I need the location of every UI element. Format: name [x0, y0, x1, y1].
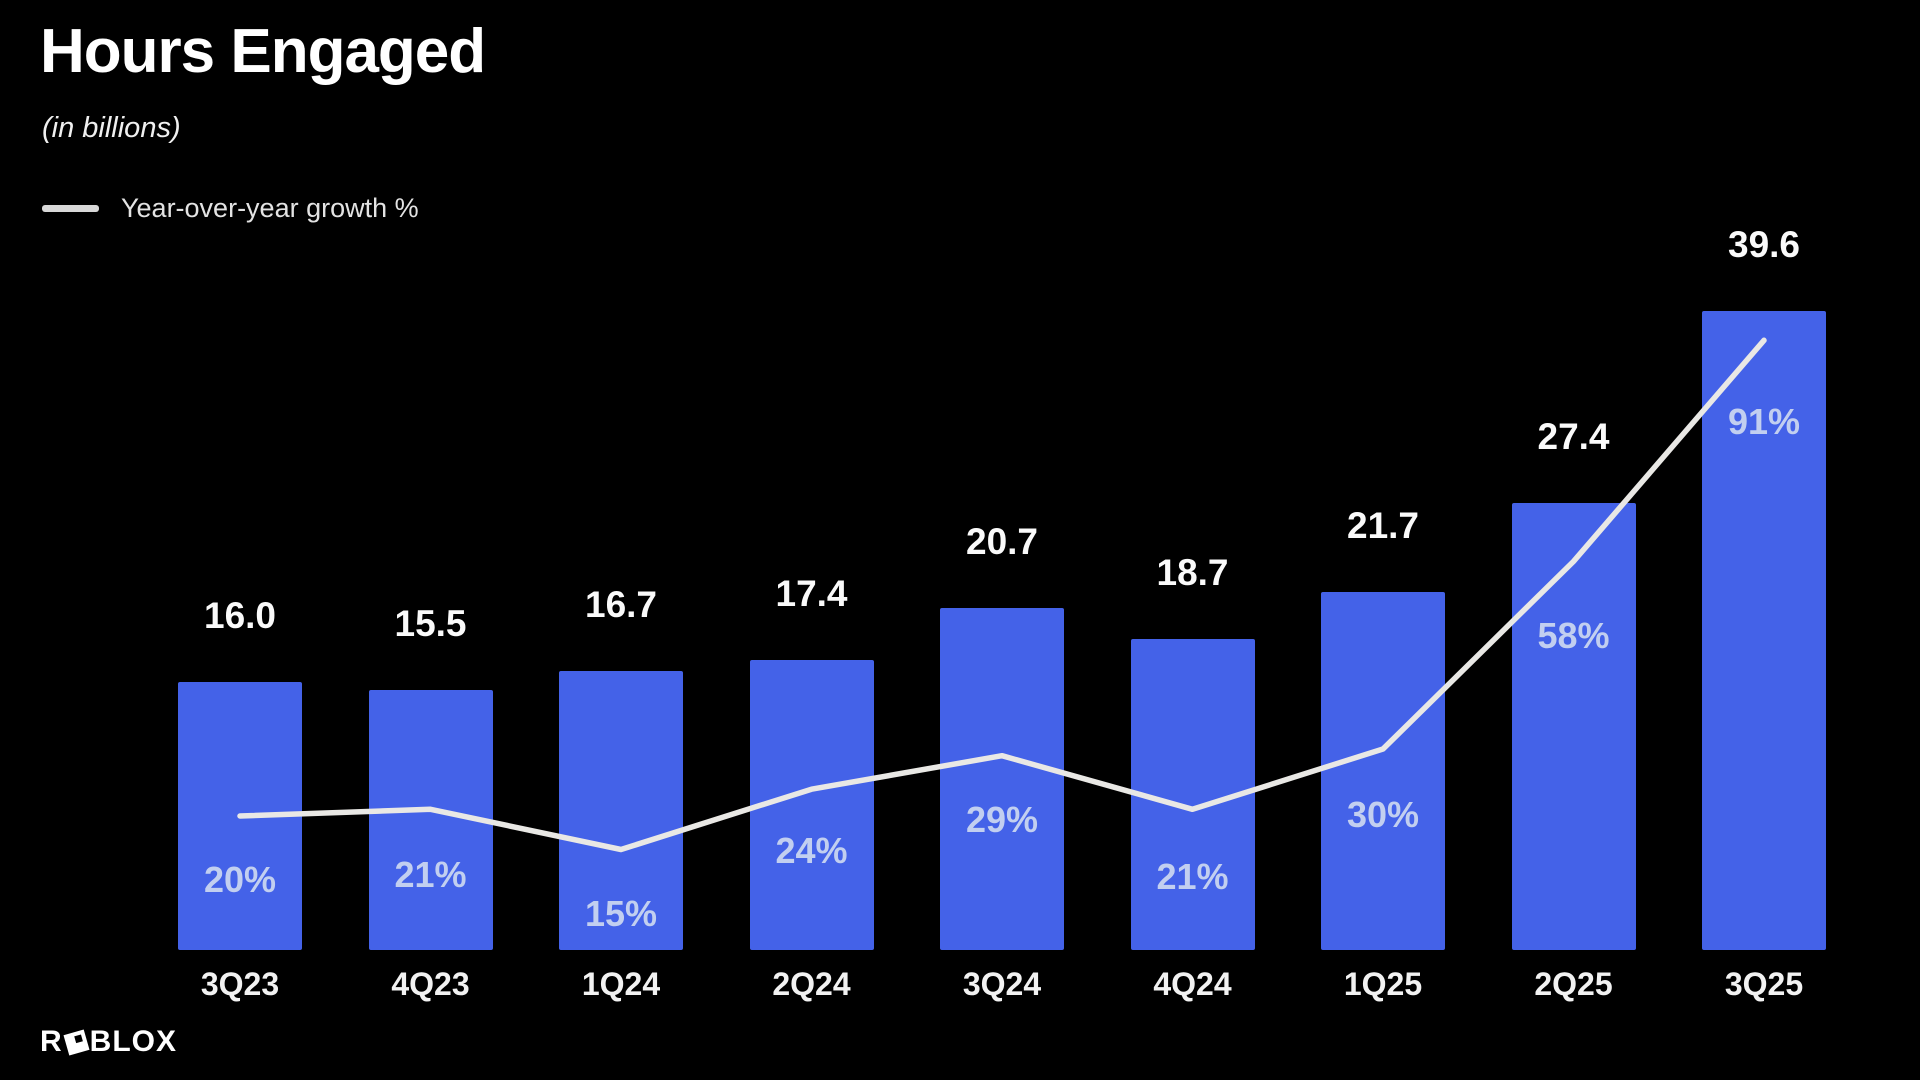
axis-label-2Q25: 2Q25 [1534, 966, 1613, 1002]
axis-label-4Q23: 4Q23 [391, 966, 470, 1002]
axis-label-1Q24: 1Q24 [581, 966, 661, 1002]
axis-label-1Q25: 1Q25 [1343, 966, 1423, 1002]
line-legend-swatch [42, 205, 99, 212]
growth-label-3Q24: 29% [965, 798, 1039, 840]
growth-label-4Q24: 21% [1156, 856, 1229, 898]
legend-label: Year-over-year growth % [121, 193, 419, 223]
growth-label-4Q23: 21% [394, 854, 467, 896]
logo-text-blox: BLOX [89, 1025, 178, 1058]
axis-label-2Q24: 2Q24 [772, 966, 851, 1002]
axis-label-3Q24: 3Q24 [962, 966, 1042, 1002]
roblox-tilted-square-icon [63, 1029, 90, 1055]
bar-value-label-3Q24: 20.7 [965, 521, 1039, 563]
growth-label-3Q23: 20% [203, 859, 277, 900]
bar-4Q24 [1130, 639, 1255, 950]
bar-value-label-3Q25: 39.6 [1727, 224, 1801, 266]
growth-label-1Q24: 15% [584, 892, 658, 934]
bar-value-label-2Q25: 27.4 [1537, 415, 1610, 457]
growth-label-3Q25: 91% [1727, 401, 1801, 443]
bar-value-label-2Q24: 17.4 [775, 572, 848, 614]
bar-value-label-1Q24: 16.7 [584, 583, 658, 625]
legend: Year-over-year growth % [42, 193, 419, 224]
axis-label-3Q23: 3Q23 [200, 966, 280, 1002]
growth-label-1Q25: 30% [1346, 794, 1420, 835]
chart-subtitle: (in billions) [42, 112, 181, 144]
bar-3Q24 [940, 608, 1064, 950]
bar-2Q25 [1511, 502, 1636, 950]
page-title: Hours Engaged [40, 17, 486, 86]
axis-label-3Q25: 3Q25 [1724, 966, 1804, 1002]
growth-label-2Q25: 58% [1537, 615, 1610, 657]
roblox-logo: R BLOX [40, 1026, 177, 1058]
bar-1Q25 [1321, 592, 1445, 950]
bar-value-label-3Q23: 16.0 [203, 594, 277, 636]
bar-value-label-4Q23: 15.5 [394, 602, 467, 644]
logo-text-r: R [40, 1025, 63, 1058]
bar-value-label-4Q24: 18.7 [1156, 552, 1229, 594]
roblox-square-hole [73, 1033, 83, 1043]
bar-4Q23 [368, 689, 493, 950]
bar-2Q24 [749, 659, 874, 950]
bar-3Q23 [178, 681, 302, 950]
axis-label-4Q24: 4Q24 [1153, 966, 1232, 1002]
growth-label-2Q24: 24% [775, 830, 848, 872]
bar-value-label-1Q25: 21.7 [1346, 505, 1420, 547]
